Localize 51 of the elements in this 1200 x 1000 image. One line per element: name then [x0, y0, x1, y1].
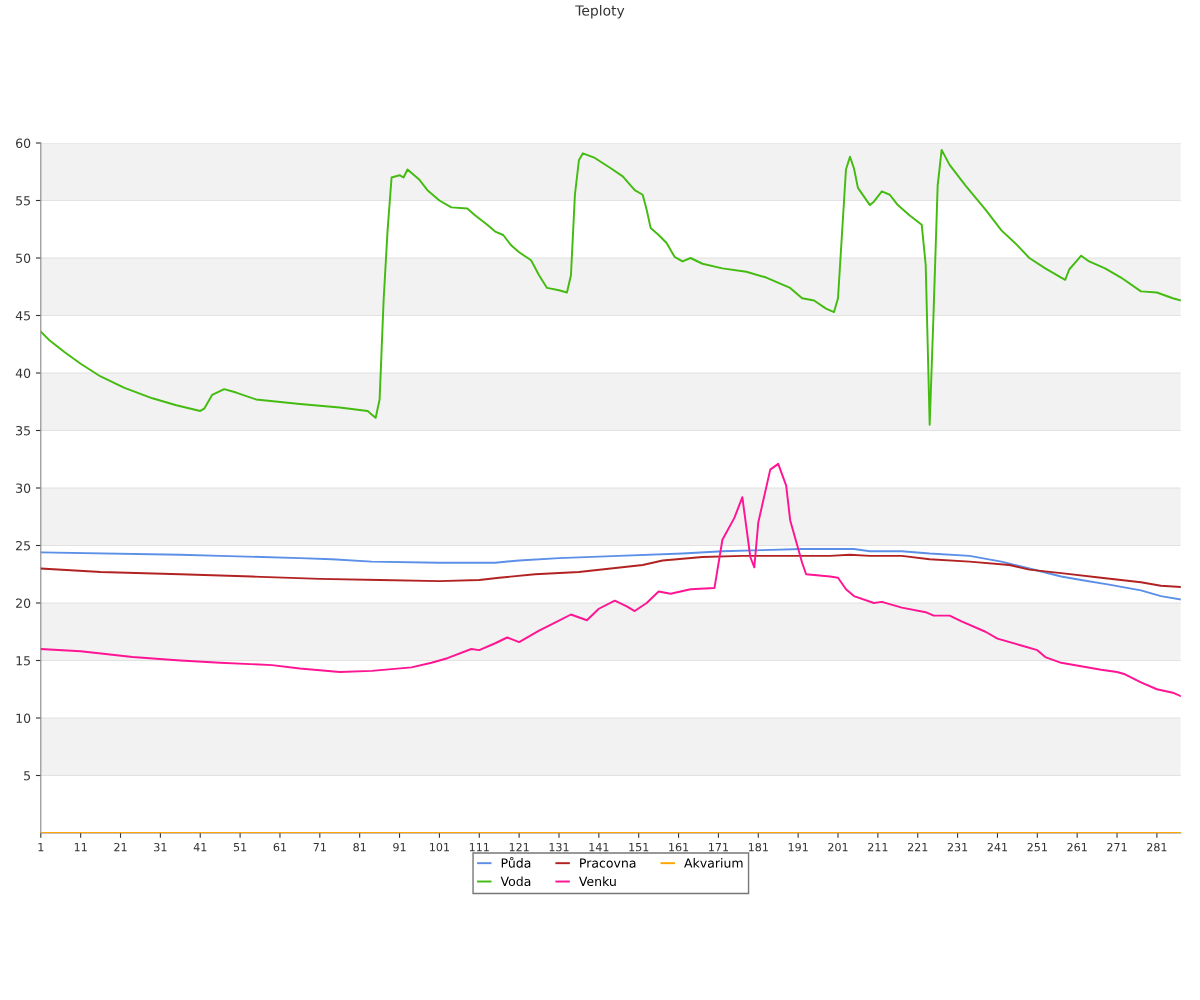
- y-tick-label: 40: [15, 368, 31, 378]
- x-tick-label: 111: [469, 843, 489, 852]
- y-tick-label: 50: [16, 253, 31, 263]
- legend-label: Akvarium: [684, 858, 743, 868]
- y-tick-label: 25: [16, 540, 30, 551]
- x-tick-label: 21: [114, 842, 127, 852]
- x-tick-label: 91: [393, 842, 406, 852]
- x-tick-label: 241: [987, 842, 1008, 852]
- legend-label: Voda: [500, 876, 531, 887]
- y-tick-label: 35: [16, 425, 30, 436]
- x-tick-label: 131: [549, 842, 569, 852]
- y-tick-label: 15: [16, 656, 30, 666]
- legend-label: Pracovna: [580, 858, 636, 868]
- x-tick-label: 81: [353, 842, 366, 852]
- line-series: [40, 148, 1181, 426]
- line-series: [40, 462, 1181, 698]
- x-tick-label: 31: [154, 842, 167, 852]
- y-tick-label: 20: [16, 598, 31, 608]
- x-tick-label: 161: [669, 842, 689, 852]
- x-tick-label: 171: [709, 843, 728, 852]
- x-tick-label: 271: [1107, 842, 1127, 852]
- y-tick-label: 55: [16, 196, 30, 206]
- x-tick-label: 41: [193, 843, 207, 852]
- y-tick-label: 45: [15, 311, 30, 321]
- legend-label: Venku: [578, 876, 616, 887]
- y-tick-label: 30: [16, 483, 31, 493]
- x-tick-label: 191: [788, 842, 808, 852]
- x-tick-label: 211: [868, 842, 888, 852]
- x-tick-label: 71: [313, 843, 326, 852]
- x-tick-label: 101: [430, 842, 449, 852]
- line-series: [40, 553, 1181, 588]
- line-series: [40, 547, 1181, 601]
- legend-label: Půda: [501, 856, 531, 868]
- x-tick-label: 201: [828, 842, 848, 852]
- x-tick-label: 231: [947, 842, 968, 852]
- x-tick-label: 151: [629, 843, 649, 852]
- x-tick-label: 51: [233, 843, 247, 852]
- x-tick-label: 251: [1027, 842, 1047, 852]
- y-tick-label: 60: [16, 138, 31, 148]
- x-tick-label: 141: [589, 843, 609, 852]
- x-tick-label: 261: [1067, 842, 1087, 852]
- x-tick-label: 11: [74, 843, 87, 852]
- x-tick-label: 221: [907, 842, 928, 852]
- x-tick-label: 1: [38, 843, 44, 852]
- x-tick-label: 281: [1147, 842, 1167, 852]
- x-tick-label: 61: [273, 842, 286, 852]
- x-tick-label: 121: [509, 842, 529, 852]
- x-tick-label: 181: [748, 842, 768, 852]
- chart-title: Teploty: [575, 5, 625, 19]
- y-tick-label: 5: [24, 771, 30, 781]
- y-tick-label: 10: [16, 713, 31, 723]
